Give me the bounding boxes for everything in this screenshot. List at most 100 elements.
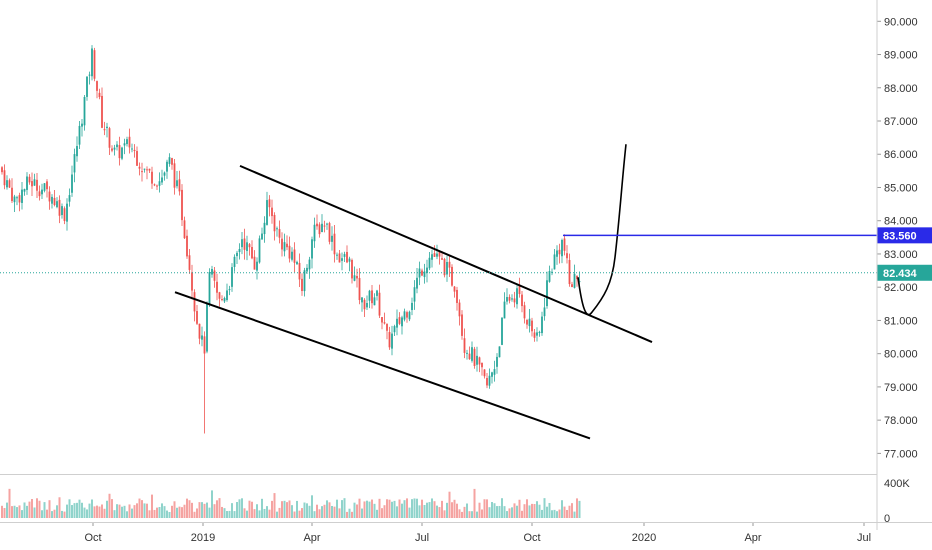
- volume-bar: [213, 504, 216, 518]
- candle-body: [166, 161, 168, 172]
- volume-bars: [1, 488, 581, 518]
- candle-body: [378, 292, 381, 316]
- lower-channel-line[interactable]: [174, 291, 591, 440]
- candle-body: [18, 195, 21, 203]
- candle-body: [208, 272, 211, 305]
- volume-bar: [478, 502, 481, 518]
- candle-body: [453, 286, 456, 292]
- volume-bar: [321, 506, 323, 518]
- volume-bar: [128, 504, 131, 518]
- volume-bar: [396, 506, 398, 518]
- volume-bar: [226, 511, 228, 518]
- price-tick-label: 89.000: [884, 50, 918, 62]
- candle-body: [146, 169, 148, 171]
- candle-body: [206, 303, 208, 352]
- candle-body: [286, 243, 288, 248]
- candle-body: [343, 254, 346, 257]
- candle-body: [73, 154, 76, 173]
- volume-bar: [483, 499, 486, 518]
- volume-bar: [136, 503, 138, 518]
- volume-bar: [86, 509, 88, 518]
- volume-bar: [176, 507, 178, 518]
- volume-bar: [513, 503, 516, 518]
- candle-body: [181, 189, 183, 221]
- volume-bar: [433, 501, 436, 518]
- volume-bar: [473, 488, 476, 518]
- volume-bar: [363, 501, 366, 518]
- volume-bar: [353, 502, 356, 518]
- volume-bar: [328, 502, 331, 518]
- candle-body: [141, 171, 143, 173]
- candle-body: [498, 346, 501, 358]
- volume-bar: [298, 510, 301, 518]
- volume-bar: [66, 504, 68, 518]
- volume-bar: [228, 510, 231, 518]
- volume-bar: [88, 503, 91, 518]
- volume-bar: [466, 503, 468, 518]
- candle-body: [293, 249, 296, 263]
- price-axis-ticks: 77.000 78.000 79.000 80.000 81.000 82.000 83.0…: [877, 16, 918, 460]
- candle-body: [423, 271, 426, 278]
- candle-body: [388, 332, 391, 348]
- price-tick-label: 82.000: [884, 282, 918, 294]
- volume-bar: [183, 504, 186, 518]
- volume-bar: [576, 498, 578, 518]
- candle-body: [148, 168, 151, 171]
- candle-body: [193, 292, 196, 312]
- candle-body: [391, 333, 393, 349]
- candle-body: [373, 297, 376, 306]
- volume-bar: [111, 499, 113, 518]
- price-tick-label: 88.000: [884, 83, 918, 95]
- volume-bar: [133, 505, 136, 518]
- upper-channel-line[interactable]: [239, 164, 653, 343]
- price-tick-label: 86.000: [884, 149, 918, 161]
- candle-body: [203, 336, 206, 354]
- volume-bar: [138, 498, 141, 518]
- candle-body: [456, 289, 458, 303]
- candle-body: [93, 50, 96, 79]
- volume-bar: [46, 509, 48, 518]
- volume-bar: [393, 500, 396, 518]
- volume-bar: [503, 506, 506, 518]
- volume-bar: [476, 511, 478, 518]
- candle-body: [33, 179, 36, 186]
- price-tick-label: 87.000: [884, 116, 918, 128]
- volume-bar: [453, 499, 456, 518]
- volume-bar: [271, 500, 273, 518]
- volume-bar: [508, 508, 511, 518]
- candle-body: [516, 288, 518, 305]
- volume-bar: [223, 508, 226, 518]
- volume-bar: [63, 511, 66, 518]
- candle-body: [358, 277, 361, 301]
- volume-bar: [218, 498, 221, 518]
- volume-bar: [268, 509, 271, 518]
- candle-body: [218, 292, 221, 299]
- volume-bar: [131, 508, 133, 518]
- candle-body: [211, 268, 213, 275]
- volume-bar: [61, 510, 63, 518]
- candle-body: [466, 352, 468, 354]
- candle-body: [243, 238, 246, 250]
- volume-bar: [273, 493, 276, 518]
- volume-bar: [548, 502, 551, 518]
- volume-bar: [366, 500, 368, 518]
- projection-curve[interactable]: [577, 144, 627, 316]
- candle-body: [258, 238, 261, 263]
- candle-body: [121, 147, 123, 159]
- candle-body: [396, 318, 398, 328]
- volume-bar: [408, 507, 411, 518]
- candle-body: [216, 281, 218, 293]
- candle-body: [346, 251, 348, 263]
- candle-body: [21, 189, 23, 203]
- volume-bar: [1, 505, 3, 518]
- candle-body: [541, 316, 543, 334]
- volume-bar: [58, 497, 61, 518]
- volume-bar: [141, 500, 143, 518]
- volume-bar: [533, 504, 536, 518]
- volume-bar: [521, 510, 523, 518]
- candle-body: [383, 322, 386, 324]
- candle-body: [436, 253, 438, 257]
- candle-body: [576, 275, 578, 280]
- volume-bar: [491, 502, 493, 518]
